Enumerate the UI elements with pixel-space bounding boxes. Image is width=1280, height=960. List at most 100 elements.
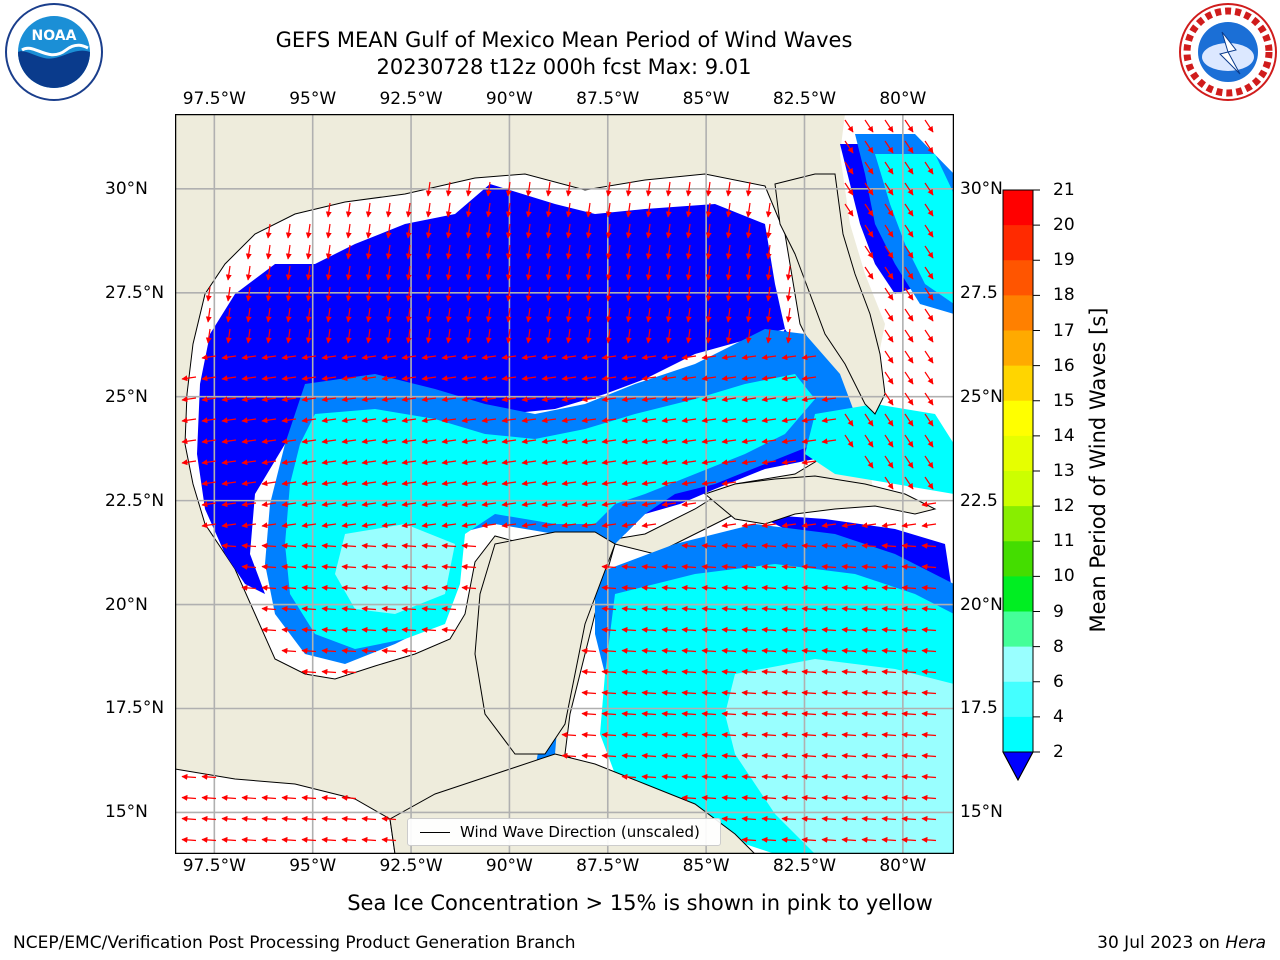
wave-arrow bbox=[501, 375, 517, 382]
wave-arrow bbox=[361, 584, 377, 591]
wave-arrow bbox=[421, 417, 437, 424]
wave-arrow bbox=[801, 647, 817, 654]
wave-arrow bbox=[681, 752, 697, 759]
colorbar-tick-label: 15 bbox=[1053, 390, 1075, 411]
wave-arrow bbox=[381, 563, 397, 570]
wave-arrow bbox=[745, 286, 752, 302]
wave-arrow bbox=[924, 224, 934, 238]
wave-arrow bbox=[884, 266, 894, 280]
wave-arrow bbox=[285, 328, 292, 344]
wave-arrow bbox=[381, 396, 397, 403]
wave-arrow bbox=[341, 480, 357, 487]
wave-arrow bbox=[445, 307, 452, 323]
wave-arrow bbox=[641, 626, 657, 633]
wave-arrow bbox=[341, 542, 357, 549]
wave-arrow bbox=[361, 626, 377, 633]
wave-arrow bbox=[261, 626, 277, 633]
wave-arrow bbox=[401, 354, 417, 361]
wave-arrow bbox=[561, 480, 577, 487]
wave-arrow bbox=[241, 836, 257, 843]
lat-label-right: 25°N bbox=[960, 386, 1003, 407]
wave-arrow bbox=[221, 375, 237, 382]
wave-arrow bbox=[221, 438, 237, 445]
wave-arrow bbox=[441, 522, 457, 529]
wave-arrow bbox=[461, 501, 477, 508]
wave-arrow bbox=[301, 501, 317, 508]
wave-arrow bbox=[301, 480, 317, 487]
noaa-logo-text: NOAA bbox=[32, 28, 77, 44]
wave-arrow bbox=[745, 202, 752, 218]
wave-arrow bbox=[241, 584, 257, 591]
wave-arrow bbox=[605, 244, 612, 260]
wave-arrow bbox=[561, 459, 577, 466]
wave-arrow bbox=[325, 202, 332, 218]
wave-arrow bbox=[661, 668, 677, 675]
wave-arrow bbox=[285, 265, 292, 281]
colorbar-tick-label: 19 bbox=[1053, 250, 1075, 271]
wave-arrow bbox=[861, 752, 877, 759]
wave-arrow bbox=[505, 286, 512, 302]
wave-arrow bbox=[365, 307, 372, 323]
wave-arrow bbox=[625, 307, 632, 323]
wave-arrow bbox=[844, 161, 854, 175]
wave-arrow bbox=[401, 626, 417, 633]
wave-arrow bbox=[681, 417, 697, 424]
wave-arrow bbox=[924, 455, 934, 469]
wave-arrow bbox=[685, 244, 692, 260]
wave-arrow bbox=[621, 417, 637, 424]
wave-arrow bbox=[301, 626, 317, 633]
wave-arrow bbox=[741, 522, 757, 529]
wave-arrow bbox=[361, 438, 377, 445]
wave-arrow bbox=[801, 522, 817, 529]
lon-label-top: 97.5°W bbox=[182, 89, 246, 109]
wave-arrow bbox=[701, 396, 717, 403]
wave-arrow bbox=[241, 501, 257, 508]
chart-title: GEFS MEAN Gulf of Mexico Mean Period of … bbox=[275, 28, 853, 52]
wave-arrow bbox=[505, 307, 512, 323]
wave-arrow bbox=[385, 265, 392, 281]
wave-arrow bbox=[401, 584, 417, 591]
wave-arrow bbox=[341, 522, 357, 529]
wave-arrow bbox=[681, 731, 697, 738]
wave-arrow bbox=[181, 836, 197, 843]
wave-arrow bbox=[205, 286, 212, 302]
wave-arrow bbox=[201, 480, 217, 487]
wave-arrow bbox=[565, 265, 572, 281]
wave-arrow bbox=[924, 476, 934, 490]
wave-arrow bbox=[884, 119, 894, 133]
wave-arrow bbox=[601, 417, 617, 424]
wave-arrow bbox=[761, 626, 777, 633]
wave-arrow bbox=[305, 328, 312, 344]
wave-arrow bbox=[721, 438, 737, 445]
wave-arrow bbox=[685, 181, 692, 197]
wave-arrow bbox=[921, 815, 937, 822]
wave-arrow bbox=[921, 836, 937, 843]
wave-arrow bbox=[924, 161, 934, 175]
pacific-ocean bbox=[175, 768, 396, 854]
wave-arrow bbox=[681, 689, 697, 696]
wave-arrow bbox=[781, 836, 797, 843]
wave-arrow bbox=[341, 815, 357, 822]
wave-arrow bbox=[861, 647, 877, 654]
wave-arrow bbox=[461, 417, 477, 424]
wave-arrow bbox=[621, 584, 637, 591]
wave-arrow bbox=[621, 354, 637, 361]
wave-arrow bbox=[261, 417, 277, 424]
wave-arrow bbox=[485, 181, 492, 197]
wave-arrow bbox=[521, 522, 537, 529]
wave-arrow bbox=[884, 392, 894, 406]
wave-arrow bbox=[801, 563, 817, 570]
wave-arrow bbox=[585, 202, 592, 218]
wave-arrow bbox=[321, 522, 337, 529]
wave-arrow bbox=[565, 223, 572, 239]
wave-arrow bbox=[861, 626, 877, 633]
wave-arrow bbox=[901, 647, 917, 654]
wave-arrow bbox=[301, 396, 317, 403]
wave-arrow bbox=[924, 308, 934, 322]
wave-arrow bbox=[621, 480, 637, 487]
colorbar-tick-label: 2 bbox=[1053, 742, 1064, 762]
wave-arrow bbox=[621, 731, 637, 738]
lon-label-top: 95°W bbox=[289, 89, 337, 109]
wave-arrow bbox=[681, 668, 697, 675]
wave-arrow bbox=[365, 244, 372, 260]
